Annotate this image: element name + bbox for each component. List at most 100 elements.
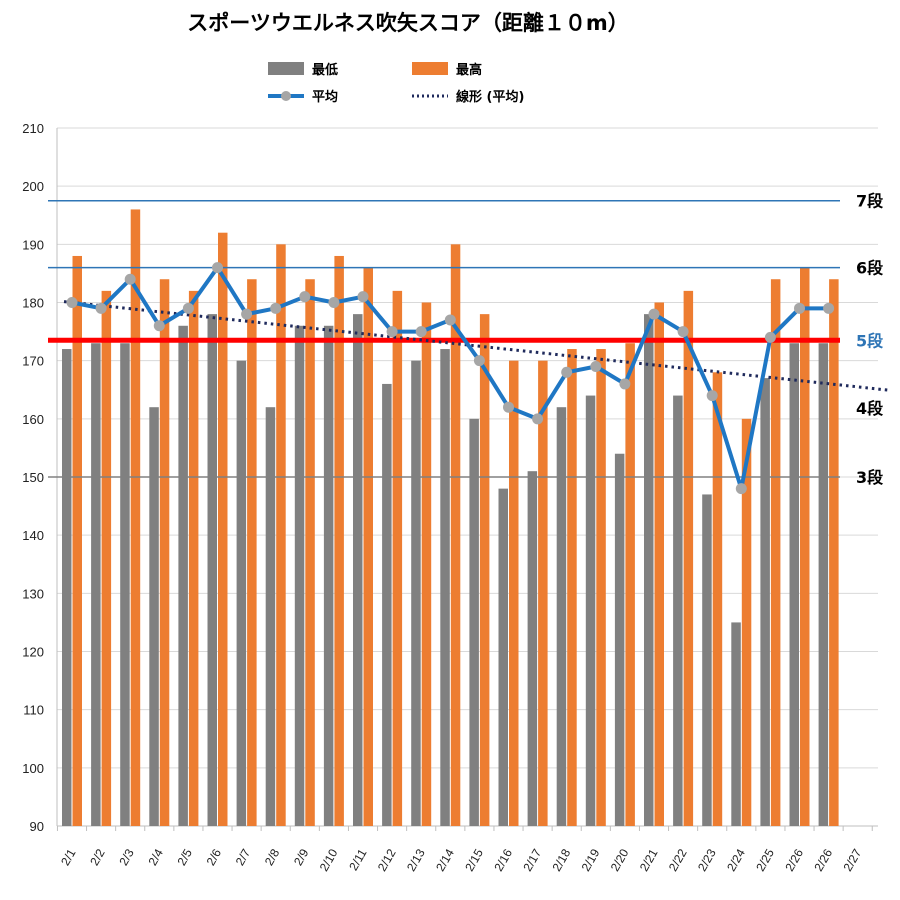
- bar-min: [91, 343, 101, 826]
- bar-max: [829, 279, 839, 826]
- reference-label: 4段: [856, 399, 884, 418]
- x-tick-label: 2/26: [811, 846, 835, 874]
- average-marker: [182, 302, 194, 314]
- y-tick-label: 140: [22, 528, 44, 543]
- x-tick-label: 2/27: [840, 846, 864, 874]
- bar-min: [120, 343, 130, 826]
- x-tick-label: 2/11: [346, 846, 370, 873]
- bar-min: [527, 471, 538, 826]
- bar-min: [149, 407, 159, 826]
- y-tick-label: 170: [22, 354, 44, 369]
- x-tick-label: 2/1: [58, 846, 79, 868]
- x-tick-label: 2/10: [317, 846, 341, 874]
- average-marker: [706, 390, 718, 402]
- bar-min: [294, 325, 305, 826]
- y-tick-label: 200: [22, 179, 44, 194]
- bar-min: [440, 349, 450, 826]
- bar-min: [818, 343, 829, 826]
- x-tick-label: 2/5: [175, 846, 196, 868]
- bar-max: [479, 314, 490, 826]
- bar-max: [567, 349, 577, 826]
- legend-swatch-max: [412, 62, 448, 75]
- legend-swatch-avg-marker: [281, 91, 291, 101]
- y-tick-label: 130: [22, 586, 44, 601]
- reference-label: 5段: [856, 331, 884, 350]
- bar-max: [247, 279, 257, 826]
- average-marker: [532, 413, 544, 425]
- average-marker: [764, 331, 776, 343]
- average-marker: [444, 314, 456, 326]
- x-tick-label: 2/7: [233, 846, 254, 868]
- bar-min: [556, 407, 567, 826]
- bar-max: [188, 290, 199, 826]
- reference-label: 6段: [856, 259, 884, 278]
- bar-max: [392, 290, 403, 826]
- bar-max: [654, 302, 664, 826]
- y-tick-label: 110: [23, 703, 44, 718]
- average-marker: [561, 366, 573, 378]
- average-marker: [735, 483, 747, 495]
- x-tick-label: 2/6: [204, 846, 225, 868]
- bar-max: [363, 267, 373, 827]
- average-marker: [794, 302, 805, 314]
- bar-min: [731, 622, 741, 826]
- x-tick-label: 2/23: [695, 846, 719, 874]
- x-tick-label: 2/16: [491, 846, 515, 874]
- bar-max: [334, 255, 344, 826]
- x-tick-label: 2/9: [291, 846, 312, 868]
- bar-min: [760, 378, 770, 826]
- bar-min: [673, 395, 683, 826]
- x-tick-label: 2/22: [666, 846, 690, 874]
- y-tick-label: 190: [22, 237, 44, 252]
- bar-max: [159, 279, 170, 826]
- average-marker: [299, 291, 311, 303]
- bar-min: [789, 343, 799, 826]
- gridlines: [57, 127, 878, 827]
- reference-label: 3段: [856, 468, 884, 487]
- x-tick-label: 2/14: [433, 846, 457, 874]
- average-marker: [415, 326, 427, 338]
- y-axis: 90 100 110 120 130 140 150 160 170 180 190 200 210: [22, 121, 878, 834]
- chart-title: スポーツウエルネス吹矢スコア（距離１０m）: [187, 11, 628, 35]
- bar-min: [498, 488, 508, 826]
- average-marker: [328, 297, 340, 308]
- legend-label-min: 最低: [312, 62, 338, 78]
- bar-max: [72, 255, 82, 826]
- bar-max: [421, 302, 432, 826]
- bar-max: [712, 372, 723, 826]
- bar-min: [236, 360, 247, 826]
- average-marker: [619, 378, 631, 390]
- bar-min: [644, 314, 654, 826]
- bar-max: [130, 209, 141, 826]
- x-tick-label: 2/3: [116, 846, 137, 868]
- average-marker: [473, 355, 485, 367]
- y-tick-label: 90: [30, 819, 44, 834]
- reference-label: 7段: [856, 192, 884, 211]
- legend-label-trend: 線形 (平均): [456, 89, 524, 105]
- y-tick-label: 150: [22, 470, 44, 485]
- average-marker: [124, 273, 136, 285]
- bar-max: [101, 290, 112, 826]
- bar-min: [382, 383, 392, 826]
- bar-max: [683, 290, 694, 826]
- bar-min: [614, 453, 625, 826]
- average-marker: [357, 291, 369, 303]
- legend-label-avg: 平均: [312, 89, 338, 105]
- bar-max: [770, 279, 781, 826]
- y-tick-label: 100: [22, 761, 44, 776]
- x-tick-label: 2/20: [608, 846, 632, 874]
- bar-max: [625, 343, 635, 826]
- average-marker: [241, 308, 253, 320]
- legend-label-max: 最高: [456, 62, 482, 78]
- bar-min: [323, 325, 334, 826]
- bar-min: [265, 407, 276, 826]
- bar-max: [450, 244, 461, 827]
- trendline-path: [63, 300, 891, 392]
- trendline: [63, 300, 891, 392]
- bar-max: [218, 232, 228, 826]
- bar-max: [800, 267, 810, 827]
- x-tick-label: 2/17: [520, 846, 544, 874]
- x-tick-label: 2/18: [549, 846, 573, 874]
- average-marker: [95, 302, 107, 314]
- y-tick-label: 210: [22, 121, 44, 136]
